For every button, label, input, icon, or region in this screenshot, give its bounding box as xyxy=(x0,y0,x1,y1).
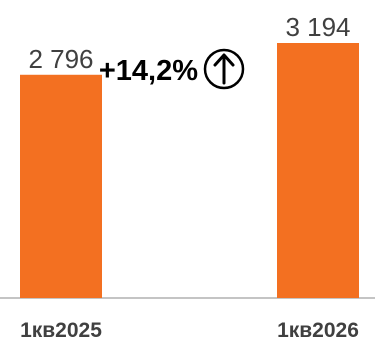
value-label-1kv2025: 2 796 xyxy=(28,44,93,74)
arrow-up-circle-icon xyxy=(203,48,245,90)
bar-1kv2026 xyxy=(277,43,359,298)
category-label-1kv2026: 1кв2026 xyxy=(277,319,359,342)
growth-annotation: +14,2% xyxy=(99,55,198,87)
value-label-1kv2026: 3 194 xyxy=(285,12,350,42)
category-label-1kv2025: 1кв2025 xyxy=(20,319,102,342)
bar-1kv2025 xyxy=(20,74,102,298)
